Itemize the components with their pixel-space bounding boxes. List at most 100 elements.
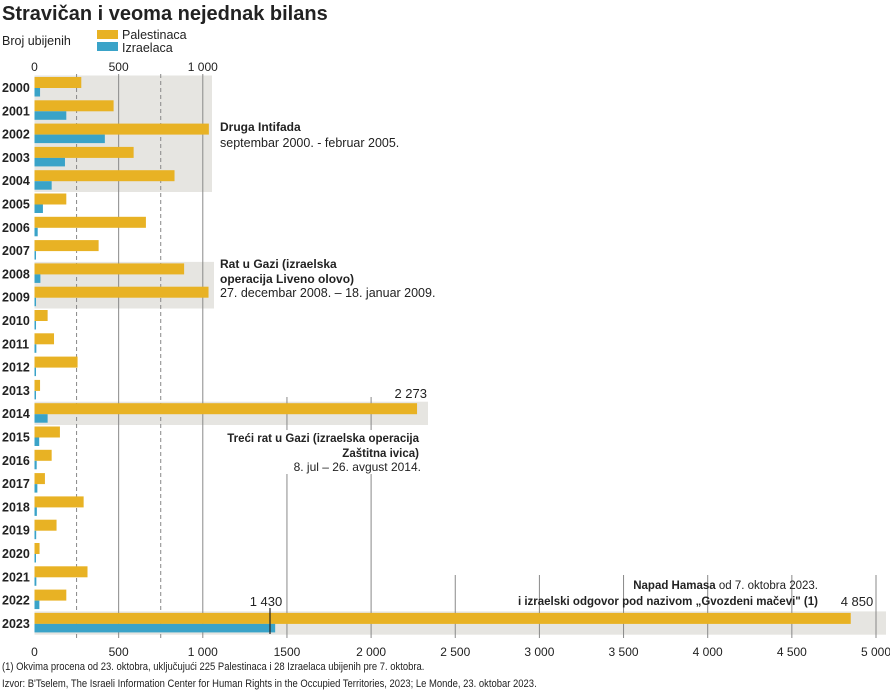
legend-swatch-palestinians bbox=[97, 30, 118, 39]
bar-israelis-2021 bbox=[34, 577, 37, 586]
bar-palestinians-2014 bbox=[34, 403, 418, 415]
bar-palestinians-2002 bbox=[34, 123, 209, 135]
bar-palestinians-2010 bbox=[34, 310, 48, 321]
legend-swatch-israelis bbox=[97, 42, 118, 51]
bar-palestinians-2015 bbox=[34, 426, 60, 438]
legend-label-israelis: Izraelaca bbox=[122, 41, 173, 55]
year-label: 2019 bbox=[2, 524, 30, 538]
year-label: 2000 bbox=[2, 81, 30, 95]
top-tick-label: 1 000 bbox=[188, 60, 218, 74]
bar-palestinians-2007 bbox=[34, 240, 99, 252]
bar-palestinians-2018 bbox=[34, 496, 84, 508]
bar-palestinians-2020 bbox=[34, 543, 40, 554]
chart-title: Stravičan i veoma nejednak bilans bbox=[2, 3, 328, 25]
data-label-2023-palestinians: 4 850 bbox=[841, 594, 874, 609]
bar-israelis-2002 bbox=[34, 134, 105, 144]
annotation-title: Rat u Gazi (izraelska bbox=[220, 257, 337, 271]
bar-israelis-2016 bbox=[34, 460, 37, 470]
annotation-dates: 27. decembar 2008. – 18. januar 2009. bbox=[220, 286, 435, 300]
bar-israelis-2007 bbox=[34, 251, 36, 260]
year-label: 2002 bbox=[2, 128, 30, 142]
year-label: 2010 bbox=[2, 314, 30, 328]
year-label: 2021 bbox=[2, 570, 30, 584]
bottom-tick-label: 5 000 bbox=[861, 645, 890, 659]
bar-israelis-2019 bbox=[34, 530, 37, 540]
year-label: 2020 bbox=[2, 547, 30, 561]
bar-palestinians-2004 bbox=[34, 170, 175, 182]
bar-palestinians-2011 bbox=[34, 333, 55, 345]
annotation-title: i izraelski odgovor pod nazivom „Gvozden… bbox=[518, 596, 818, 608]
bar-israelis-2008 bbox=[34, 274, 41, 283]
year-label: 2005 bbox=[2, 198, 30, 212]
legend-label-palestinians: Palestinaca bbox=[122, 28, 187, 42]
annotation-title: Zaštitna ivica) bbox=[342, 448, 419, 460]
top-tick-label: 0 bbox=[31, 60, 38, 74]
annotation-dates: septembar 2000. - februar 2005. bbox=[220, 136, 399, 150]
bar-palestinians-2008 bbox=[34, 263, 185, 275]
year-label: 2017 bbox=[2, 477, 30, 491]
bar-palestinians-2006 bbox=[34, 216, 146, 228]
year-label: 2013 bbox=[2, 384, 30, 398]
year-label: 2014 bbox=[2, 407, 30, 421]
bar-israelis-2006 bbox=[34, 227, 38, 237]
data-label-2023-israelis: 1 430 bbox=[250, 594, 283, 609]
bar-israelis-2015 bbox=[34, 437, 40, 446]
bar-israelis-2020 bbox=[34, 554, 36, 563]
bar-israelis-2001 bbox=[34, 111, 67, 120]
bar-israelis-2005 bbox=[34, 204, 43, 213]
year-label: 2015 bbox=[2, 431, 30, 445]
bar-israelis-2022 bbox=[34, 600, 40, 610]
top-tick-label: 500 bbox=[109, 60, 129, 74]
bar-palestinians-2013 bbox=[34, 379, 41, 391]
bar-israelis-2017 bbox=[34, 484, 38, 493]
bar-palestinians-2009 bbox=[34, 286, 209, 298]
annotation-title: operacija Liveno olovo) bbox=[220, 272, 354, 286]
bottom-tick-label: 0 bbox=[31, 645, 38, 659]
year-label: 2022 bbox=[2, 594, 30, 608]
bar-israelis-2010 bbox=[34, 321, 37, 330]
year-label: 2018 bbox=[2, 500, 30, 514]
bottom-tick-label: 500 bbox=[109, 645, 129, 659]
bar-israelis-2014 bbox=[34, 414, 48, 423]
bar-israelis-2009 bbox=[34, 297, 37, 307]
bar-israelis-2004 bbox=[34, 181, 52, 190]
bottom-tick-label: 3 000 bbox=[524, 645, 554, 659]
bar-palestinians-2001 bbox=[34, 100, 114, 112]
annotation-dates: 8. jul – 26. avgust 2014. bbox=[294, 460, 421, 474]
year-label: 2016 bbox=[2, 454, 30, 468]
bar-palestinians-2019 bbox=[34, 519, 57, 531]
year-label: 2006 bbox=[2, 221, 30, 235]
bar-palestinians-2003 bbox=[34, 146, 134, 158]
annotation-bg bbox=[225, 430, 425, 474]
bar-palestinians-2016 bbox=[34, 449, 52, 461]
bottom-tick-label: 3 500 bbox=[609, 645, 639, 659]
bottom-tick-label: 2 500 bbox=[440, 645, 470, 659]
bottom-tick-label: 1 000 bbox=[188, 645, 218, 659]
chart-subtitle: Broj ubijenih bbox=[2, 34, 71, 48]
year-label: 2001 bbox=[2, 104, 30, 118]
bar-israelis-2003 bbox=[34, 157, 65, 167]
bar-israelis-2000 bbox=[34, 88, 41, 97]
year-label: 2012 bbox=[2, 361, 30, 375]
bar-palestinians-2017 bbox=[34, 473, 45, 485]
source: Izvor: B'Tselem, The Israeli Information… bbox=[2, 678, 537, 690]
annotation-title: Treći rat u Gazi (izraelska operacija bbox=[227, 433, 419, 445]
bottom-tick-label: 4 000 bbox=[693, 645, 723, 659]
annotation-title: Druga Intifada bbox=[220, 120, 301, 134]
annotation-title: Napad Hamasa od 7. oktobra 2023. bbox=[633, 580, 818, 592]
year-label: 2011 bbox=[2, 337, 29, 351]
bar-palestinians-2000 bbox=[34, 77, 82, 88]
bottom-tick-label: 2 000 bbox=[356, 645, 386, 659]
bottom-tick-label: 1500 bbox=[274, 645, 301, 659]
bar-palestinians-2023 bbox=[34, 612, 851, 624]
bottom-tick-label: 4 500 bbox=[777, 645, 807, 659]
bar-israelis-2018 bbox=[34, 507, 37, 516]
bar-palestinians-2021 bbox=[34, 566, 88, 578]
bar-palestinians-2022 bbox=[34, 589, 67, 601]
year-label: 2007 bbox=[2, 244, 30, 258]
bar-israelis-2013 bbox=[34, 390, 36, 400]
bar-israelis-2011 bbox=[34, 344, 37, 353]
year-label: 2023 bbox=[2, 617, 30, 631]
bar-palestinians-2005 bbox=[34, 193, 67, 205]
